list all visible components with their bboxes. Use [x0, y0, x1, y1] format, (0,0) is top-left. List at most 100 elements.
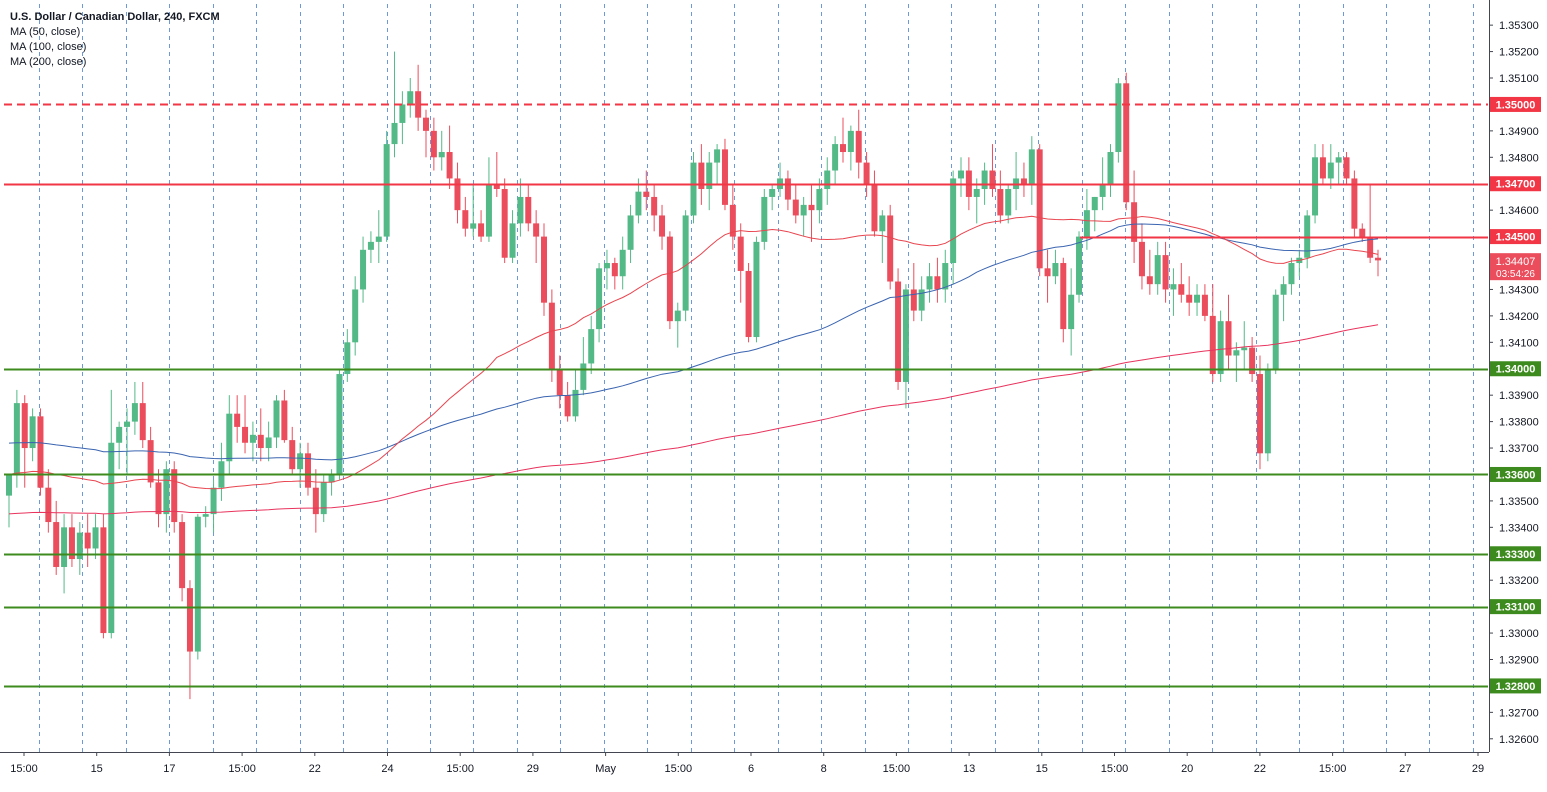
candle-body [973, 189, 980, 197]
candle-bullish [131, 381, 138, 435]
candle-body [171, 469, 178, 523]
candle-bearish [1343, 152, 1350, 184]
price-tick-label: 1.33200 [1499, 575, 1539, 587]
time-tick-label: 24 [381, 763, 393, 775]
price-tick-label: 1.32700 [1499, 707, 1539, 719]
candle-bullish [580, 337, 587, 396]
candle-bearish [147, 426, 154, 488]
candle-bullish [706, 152, 713, 211]
candle-body [1044, 268, 1051, 277]
candle-body [548, 302, 555, 369]
level-price-label: 1.34500 [1496, 232, 1536, 244]
candle-body [847, 130, 854, 153]
candle-body [1060, 263, 1067, 330]
candle-body [958, 170, 965, 179]
candle-bearish [1178, 263, 1185, 303]
candle-bullish [6, 474, 12, 528]
candle-body [1091, 196, 1098, 211]
legend-ma200: MA (200, close) [10, 56, 87, 68]
level-price-label: 1.34000 [1496, 364, 1536, 376]
candle-bullish [124, 408, 131, 475]
candle-body [1123, 83, 1130, 203]
candle-body [761, 196, 768, 242]
candle-bullish [596, 263, 603, 343]
candle-body [1194, 294, 1201, 303]
candle-body [273, 400, 280, 438]
candle-body [1107, 152, 1114, 184]
time-axis-background [0, 752, 1489, 787]
candle-body [242, 426, 249, 443]
candle-body [446, 152, 453, 179]
candle-body [92, 527, 99, 549]
level-price-label: 1.33600 [1496, 469, 1536, 481]
candle-bullish [714, 144, 721, 184]
candle-body [1335, 157, 1342, 163]
price-tick-label: 1.33500 [1499, 496, 1539, 508]
candle-bullish [588, 315, 595, 375]
chart-legend: U.S. Dollar / Canadian Dollar, 240, FXCM… [10, 10, 220, 70]
candle-bearish [234, 395, 241, 443]
candle-body [100, 527, 107, 634]
candle-bullish [344, 329, 351, 382]
candle-bearish [1020, 162, 1027, 197]
candle-body [855, 130, 862, 163]
candle-body [210, 487, 217, 515]
price-tick-label: 1.34100 [1499, 337, 1539, 349]
price-tick-label: 1.34200 [1499, 311, 1539, 323]
candle-bullish [249, 421, 256, 462]
level-labels: 1.35000 1.34700 1.34500 1.34000 1.33600 1.333… [1490, 96, 1541, 694]
candle-body [1359, 228, 1366, 237]
candle-body [989, 170, 996, 190]
candle-body [541, 236, 548, 303]
time-tick-label: 8 [821, 763, 827, 775]
candle-body [53, 522, 60, 567]
legend-ma50: MA (50, close) [10, 26, 81, 38]
candle-body [926, 276, 933, 290]
candle-bearish [415, 64, 422, 131]
time-tick-label: 20 [1181, 763, 1193, 775]
candle-body [29, 416, 36, 449]
candle-bullish [1327, 144, 1334, 190]
candle-body [485, 183, 492, 237]
time-axis-labels: 15:00 15 17 15:00 22 24 15:00 29 May 15:00 6 8 15:00… [10, 752, 1484, 775]
candle-bullish [950, 170, 957, 285]
candle-bullish [753, 236, 760, 343]
time-tick-label: 15:00 [228, 763, 256, 775]
candle-bearish [729, 183, 736, 250]
candle-bearish [1209, 284, 1216, 382]
candle-bullish [399, 91, 406, 145]
candle-body [155, 482, 162, 515]
candle-bearish [541, 223, 548, 316]
candle-bullish [879, 210, 886, 264]
candle-bullish [92, 514, 99, 560]
candle-bearish [1138, 223, 1145, 290]
candle-bearish [1060, 257, 1067, 343]
candle-body [1233, 350, 1240, 356]
candle-bearish [564, 381, 571, 422]
candle-body [682, 215, 689, 311]
candle-bullish [690, 152, 697, 224]
candle-bearish [1351, 170, 1358, 237]
candle-bullish [1335, 152, 1342, 184]
time-tick-label: 29 [527, 763, 539, 775]
candle-bullish [761, 189, 768, 250]
candle-body [116, 426, 123, 443]
candle-body [1178, 284, 1185, 295]
candle-body [659, 215, 666, 237]
candle-body [68, 527, 75, 560]
candle-bearish [37, 408, 44, 496]
time-tick-label: 29 [1472, 763, 1484, 775]
candle-body [462, 210, 469, 229]
candle-bullish [360, 236, 367, 303]
level-price-badge [1490, 678, 1541, 694]
candle-bearish [446, 125, 453, 190]
candle-body [501, 189, 508, 258]
candle-bullish [29, 408, 36, 462]
price-tick-label: 1.33400 [1499, 522, 1539, 534]
candle-bearish [745, 263, 752, 343]
candle-body [721, 149, 728, 205]
candle-body [808, 204, 815, 211]
